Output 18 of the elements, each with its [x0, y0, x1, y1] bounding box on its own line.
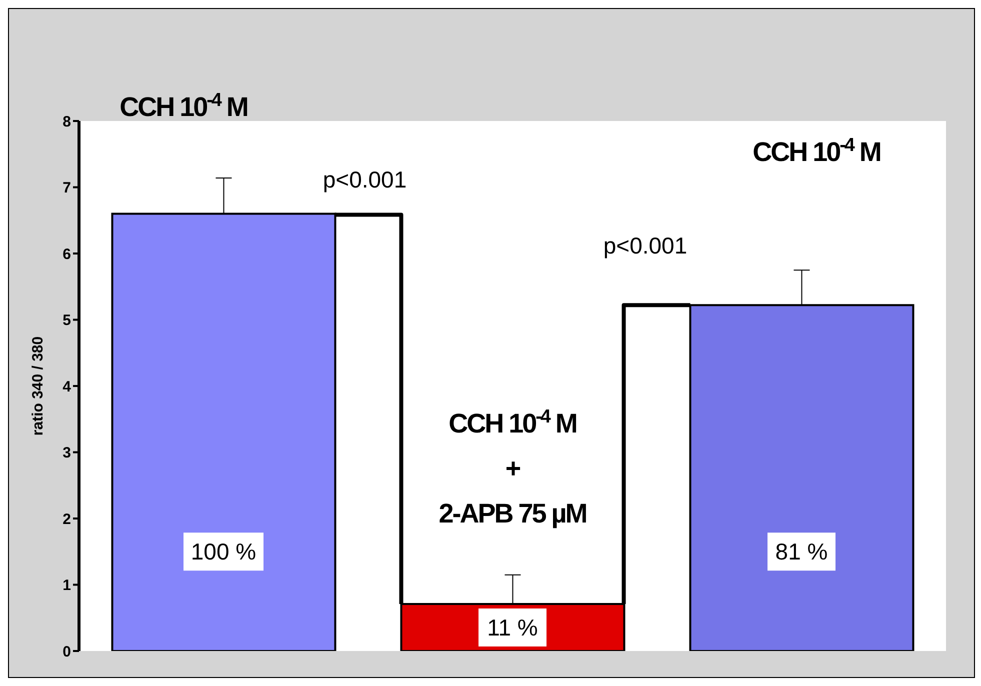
y-tick-label: 5 [62, 312, 71, 330]
annotation: 100 % [190, 538, 256, 565]
x-tick-label: CCH 10$^{-4}$ M [752, 134, 880, 167]
category-label: CCH 10$^{-4}$ M + 2-APB 75 µM [438, 406, 586, 528]
y-tick-label: 0 [62, 643, 71, 660]
y-tick-label: 2 [62, 510, 71, 528]
y-tick-label: 4 [62, 378, 72, 396]
y-axis-title: ratio 340 / 380 [29, 336, 46, 436]
y-tick-label: 3 [62, 444, 71, 462]
annotation: p<0.001 [603, 232, 688, 258]
x-tick-label: CCH 10$^{-4}$ M [120, 90, 248, 122]
y-tick-label: 1 [62, 577, 71, 594]
annotation: p<0.001 [322, 166, 407, 192]
y-tick-label: 7 [62, 180, 71, 197]
annotation: 81 % [775, 538, 828, 565]
annotation: 11 % [487, 614, 538, 640]
y-tick-label: 8 [62, 113, 71, 130]
y-tick-label: 6 [62, 246, 71, 263]
